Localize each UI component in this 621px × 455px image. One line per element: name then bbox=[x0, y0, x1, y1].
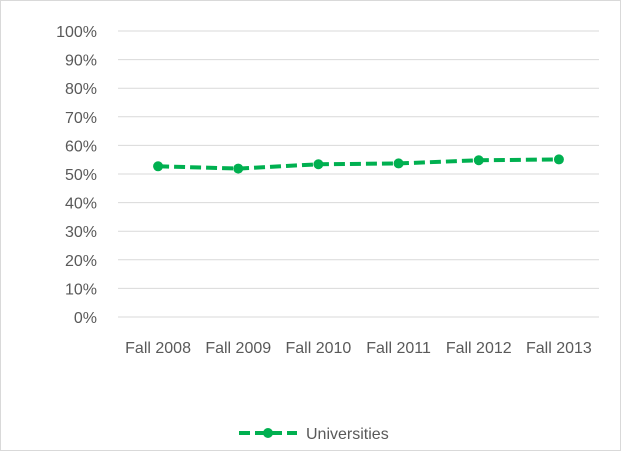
y-tick-label: 10% bbox=[65, 281, 97, 298]
x-tick-label: Fall 2012 bbox=[446, 340, 512, 357]
y-tick-label: 0% bbox=[74, 310, 97, 327]
y-tick-label: 50% bbox=[65, 167, 97, 184]
legend-label-universities: Universities bbox=[306, 426, 389, 443]
y-tick-label: 60% bbox=[65, 138, 97, 155]
y-axis-ticks: 0% 10% 20% 30% 40% 50% 60% 70% 80% 90% 100% bbox=[56, 24, 97, 327]
y-tick-label: 70% bbox=[65, 110, 97, 127]
legend: Universities bbox=[239, 426, 389, 443]
x-tick-label: Fall 2010 bbox=[286, 340, 352, 357]
x-tick-label: Fall 2011 bbox=[366, 340, 431, 357]
data-point bbox=[153, 161, 164, 172]
data-point bbox=[473, 155, 484, 166]
legend-marker bbox=[263, 428, 273, 438]
y-tick-label: 80% bbox=[65, 81, 97, 98]
x-tick-label: Fall 2008 bbox=[125, 340, 191, 357]
y-tick-label: 30% bbox=[65, 224, 97, 241]
x-tick-label: Fall 2013 bbox=[526, 340, 592, 357]
y-tick-label: 100% bbox=[56, 24, 97, 41]
x-axis-ticks: Fall 2008 Fall 2009 Fall 2010 Fall 2011 Fall… bbox=[125, 340, 592, 357]
series-line-universities bbox=[158, 157, 559, 171]
series-group bbox=[153, 154, 564, 174]
y-tick-label: 20% bbox=[65, 253, 97, 270]
y-tick-label: 40% bbox=[65, 196, 97, 213]
y-tick-label: 90% bbox=[65, 53, 97, 70]
gridlines bbox=[118, 30, 599, 318]
x-tick-label: Fall 2009 bbox=[205, 340, 271, 357]
data-point bbox=[553, 154, 564, 165]
data-point bbox=[393, 158, 404, 169]
data-point bbox=[313, 159, 324, 170]
data-point bbox=[233, 163, 244, 174]
